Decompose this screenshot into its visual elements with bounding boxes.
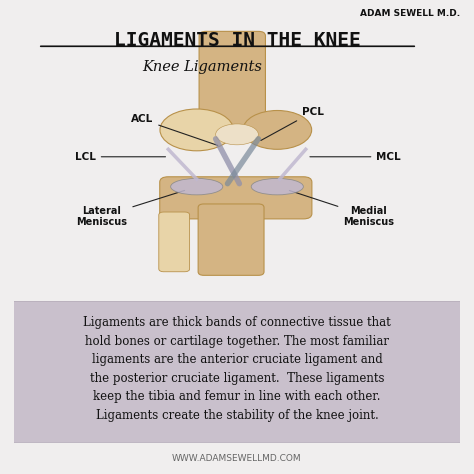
FancyBboxPatch shape xyxy=(160,177,312,219)
Text: WWW.ADAMSEWELLMD.COM: WWW.ADAMSEWELLMD.COM xyxy=(172,454,302,463)
Text: PCL: PCL xyxy=(261,107,324,140)
Ellipse shape xyxy=(171,178,223,195)
Ellipse shape xyxy=(160,109,233,151)
Ellipse shape xyxy=(216,124,258,145)
Text: LIGAMENTS IN THE KNEE: LIGAMENTS IN THE KNEE xyxy=(114,31,360,50)
Text: Ligaments are thick bands of connective tissue that
hold bones or cartilage toge: Ligaments are thick bands of connective … xyxy=(83,317,391,422)
Text: ACL: ACL xyxy=(131,114,218,146)
Text: ADAM SEWELL M.D.: ADAM SEWELL M.D. xyxy=(360,9,460,18)
FancyBboxPatch shape xyxy=(198,204,264,275)
FancyBboxPatch shape xyxy=(8,301,466,443)
FancyBboxPatch shape xyxy=(199,31,265,130)
Ellipse shape xyxy=(243,110,311,149)
Ellipse shape xyxy=(251,178,303,195)
Text: Medial
Meniscus: Medial Meniscus xyxy=(290,191,394,228)
Text: Knee Ligaments: Knee Ligaments xyxy=(142,60,262,74)
Text: Lateral
Meniscus: Lateral Meniscus xyxy=(76,191,184,228)
Text: LCL: LCL xyxy=(75,152,165,162)
FancyBboxPatch shape xyxy=(159,212,190,272)
Text: MCL: MCL xyxy=(310,152,401,162)
